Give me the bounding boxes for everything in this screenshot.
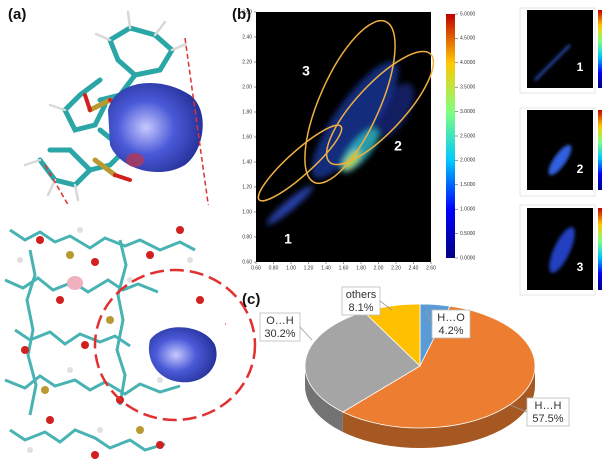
- panel-label: (a): [8, 6, 26, 23]
- colorbar-tick-label: 3.0000: [460, 109, 476, 115]
- pie-label: H…H: [535, 400, 562, 412]
- pie-slice: [342, 305, 536, 429]
- colorbar-tick-label: 1.5000: [460, 182, 476, 188]
- y-tick-label: 2.00: [242, 84, 252, 90]
- leader-line: [299, 300, 528, 413]
- panel-label: (c): [242, 291, 260, 308]
- pie-value-label: 8.1%: [348, 302, 373, 314]
- x-tick-label: 1.00: [286, 265, 296, 271]
- inset-plots: [519, 7, 602, 296]
- colorbar-tick-label: 4.5000: [460, 36, 476, 42]
- x-tick-label: 1.80: [356, 265, 366, 271]
- colorbar-tick-label: 0.5000: [460, 231, 476, 237]
- y-tick-label: 1.40: [242, 159, 252, 165]
- x-tick-label: 0.80: [269, 265, 279, 271]
- pie-side: [305, 366, 343, 432]
- colorbar-tick-label: 2.5000: [460, 133, 476, 139]
- x-tick-label: 1.20: [304, 265, 314, 271]
- x-tick-label: 2.40: [409, 265, 419, 271]
- pie-slice: [304, 311, 421, 413]
- y-tick-label: 1.60: [242, 134, 252, 140]
- pie-label: H…O: [437, 312, 465, 324]
- colorbar-tick-label: 4.0000: [460, 60, 476, 66]
- pie-label: others: [346, 289, 377, 301]
- x-tick-label: 2.60: [426, 265, 436, 271]
- colorbar: [446, 14, 455, 258]
- pie-value-label: 30.2%: [264, 328, 295, 340]
- y-tick-label: 2.40: [242, 34, 252, 40]
- y-tick-label: 0.60: [242, 259, 252, 265]
- inset-label: 2: [577, 162, 584, 176]
- pie-value-label: 4.2%: [438, 325, 463, 337]
- x-tick-label: 2.00: [374, 265, 384, 271]
- x-tick-label: 0.60: [251, 265, 261, 271]
- colorbar-tick-label: 5.0000: [460, 11, 476, 17]
- inset-label: 1: [577, 60, 584, 74]
- y-tick-label: 1.00: [242, 209, 252, 215]
- region-label: 2: [394, 138, 402, 154]
- region-outline: [257, 19, 435, 202]
- y-tick-label: 0.80: [242, 234, 252, 240]
- panel-label: (b): [232, 6, 251, 23]
- callout-box: [259, 286, 570, 427]
- pie-label: O…H: [266, 315, 294, 327]
- x-tick-label: 1.60: [339, 265, 349, 271]
- colorbar-tick-label: 1.0000: [460, 207, 476, 213]
- y-tick-label: 2.60: [242, 9, 252, 15]
- pie-value-label: 57.5%: [532, 413, 563, 425]
- inset-label: 3: [577, 260, 584, 274]
- y-tick-label: 2.20: [242, 59, 252, 65]
- x-tick-label: 1.40: [321, 265, 331, 271]
- y-tick-label: 1.80: [242, 109, 252, 115]
- colorbar-tick-label: 0.0000: [460, 255, 476, 261]
- y-tick-label: 1.20: [242, 184, 252, 190]
- molecule-illustration: [0, 10, 257, 475]
- colorbar-tick-label: 3.5000: [460, 85, 476, 91]
- colorbar-tick-label: 2.0000: [460, 158, 476, 164]
- pie-side: [342, 366, 535, 448]
- x-tick-label: 2.20: [391, 265, 401, 271]
- region-label: 1: [284, 231, 292, 247]
- region-label: 3: [302, 63, 310, 79]
